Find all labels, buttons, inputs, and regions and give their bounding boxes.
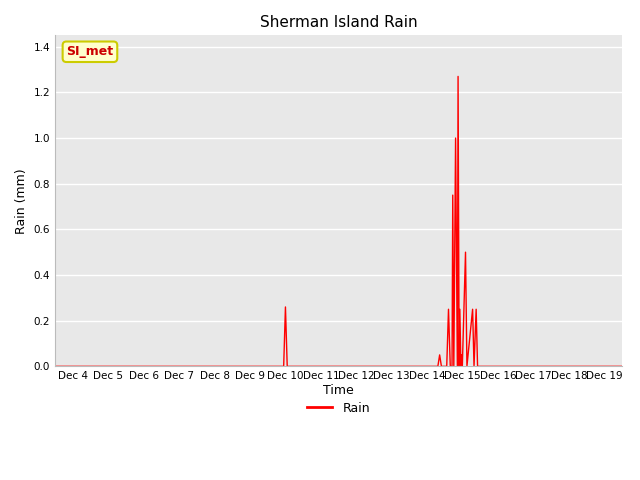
Rain	[600, 363, 608, 369]
Title: Sherman Island Rain: Sherman Island Rain	[260, 15, 417, 30]
Rain	[140, 363, 147, 369]
Legend: Rain: Rain	[302, 396, 375, 420]
Rain	[470, 363, 478, 369]
Rain	[282, 304, 289, 310]
Rain	[424, 363, 431, 369]
Rain	[468, 306, 476, 312]
Rain	[530, 363, 538, 369]
Rain	[456, 306, 464, 312]
Rain	[450, 363, 458, 369]
Rain	[317, 363, 324, 369]
Rain	[284, 363, 291, 369]
Rain	[448, 363, 456, 369]
Rain	[463, 363, 471, 369]
Rain	[51, 363, 59, 369]
Line: Rain: Rain	[55, 76, 622, 366]
Rain	[474, 363, 481, 369]
Rain	[461, 249, 469, 255]
Rain	[454, 363, 461, 369]
Rain	[280, 363, 287, 369]
Rain	[211, 363, 218, 369]
Rain	[422, 363, 430, 369]
Rain	[246, 363, 254, 369]
Rain	[449, 192, 456, 198]
Rain	[472, 306, 480, 312]
Rain	[458, 352, 465, 358]
Rain	[69, 363, 77, 369]
Text: SI_met: SI_met	[67, 45, 113, 58]
Rain	[104, 363, 112, 369]
Y-axis label: Rain (mm): Rain (mm)	[15, 168, 28, 234]
Rain	[447, 363, 454, 369]
Rain	[388, 363, 396, 369]
Rain	[618, 363, 626, 369]
Rain	[353, 363, 360, 369]
Rain	[458, 363, 466, 369]
Rain	[434, 363, 442, 369]
Rain	[457, 363, 465, 369]
Rain	[445, 306, 452, 312]
Rain	[454, 73, 462, 79]
Rain	[452, 135, 460, 141]
Rain	[175, 363, 183, 369]
Rain	[565, 363, 573, 369]
Rain	[443, 363, 451, 369]
Rain	[455, 363, 463, 369]
Rain	[438, 363, 445, 369]
Rain	[494, 363, 502, 369]
X-axis label: Time: Time	[323, 384, 354, 397]
Rain	[436, 352, 444, 358]
